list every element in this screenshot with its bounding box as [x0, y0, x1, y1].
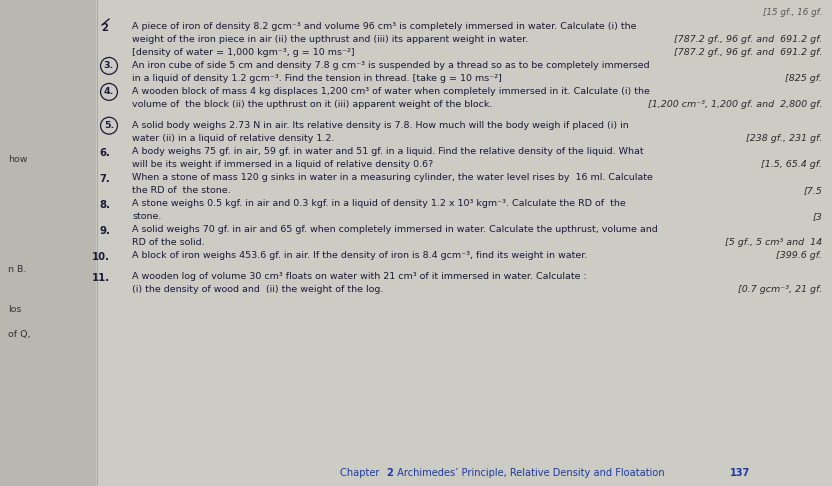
Text: los: los: [8, 305, 22, 314]
Text: [1.5, 65.4 gf.: [1.5, 65.4 gf.: [761, 160, 822, 169]
Text: Archimedes’ Principle, Relative Density and Floatation: Archimedes’ Principle, Relative Density …: [394, 468, 668, 478]
Text: [787.2 gf., 96 gf. and  691.2 gf.: [787.2 gf., 96 gf. and 691.2 gf.: [674, 35, 822, 44]
Text: A block of iron weighs 453.6 gf. in air. If the density of iron is 8.4 gcm⁻³, fi: A block of iron weighs 453.6 gf. in air.…: [132, 251, 587, 260]
Text: Chapter: Chapter: [340, 468, 383, 478]
Text: [5 gf., 5 cm³ and  14: [5 gf., 5 cm³ and 14: [725, 238, 822, 247]
Text: [3: [3: [812, 212, 822, 221]
Text: will be its weight if immersed in a liquid of relative density 0.6?: will be its weight if immersed in a liqu…: [132, 160, 433, 169]
Text: An iron cube of side 5 cm and density 7.8 g cm⁻³ is suspended by a thread so as : An iron cube of side 5 cm and density 7.…: [132, 61, 650, 70]
Text: A piece of iron of density 8.2 gcm⁻³ and volume 96 cm³ is completely immersed in: A piece of iron of density 8.2 gcm⁻³ and…: [132, 22, 636, 31]
Text: 11.: 11.: [92, 273, 110, 282]
Text: weight of the iron piece in air (ii) the upthrust and (iii) its apparent weight : weight of the iron piece in air (ii) the…: [132, 35, 528, 44]
Text: A body weighs 75 gf. in air, 59 gf. in water and 51 gf. in a liquid. Find the re: A body weighs 75 gf. in air, 59 gf. in w…: [132, 147, 644, 156]
Text: in a liquid of density 1.2 gcm⁻³. Find the tension in thread. [take g = 10 ms⁻²]: in a liquid of density 1.2 gcm⁻³. Find t…: [132, 74, 502, 83]
Text: [399.6 gf.: [399.6 gf.: [776, 251, 822, 260]
Text: n B.: n B.: [8, 265, 27, 274]
Text: 2: 2: [101, 23, 108, 33]
Text: stone.: stone.: [132, 212, 161, 221]
Text: 10.: 10.: [92, 252, 110, 262]
Text: [787.2 gf., 96 gf. and  691.2 gf.: [787.2 gf., 96 gf. and 691.2 gf.: [674, 48, 822, 57]
Text: water (ii) in a liquid of relative density 1.2.: water (ii) in a liquid of relative densi…: [132, 134, 334, 143]
Text: 4.: 4.: [104, 87, 114, 96]
Text: [7.5: [7.5: [803, 186, 822, 195]
Text: [density of water = 1,000 kgm⁻³, g = 10 ms⁻²]: [density of water = 1,000 kgm⁻³, g = 10 …: [132, 48, 354, 57]
Text: A stone weighs 0.5 kgf. in air and 0.3 kgf. in a liquid of density 1.2 x 10³ kgm: A stone weighs 0.5 kgf. in air and 0.3 k…: [132, 199, 626, 208]
Bar: [0, 0, 95, 486]
Text: the RD of  the stone.: the RD of the stone.: [132, 186, 230, 195]
Text: 2: 2: [386, 468, 393, 478]
Text: RD of the solid.: RD of the solid.: [132, 238, 205, 247]
Text: A solid body weighs 2.73 N in air. Its relative density is 7.8. How much will th: A solid body weighs 2.73 N in air. Its r…: [132, 121, 629, 130]
Text: [238 gf., 231 gf.: [238 gf., 231 gf.: [745, 134, 822, 143]
Text: 5.: 5.: [104, 121, 114, 130]
Text: [1,200 cm⁻³, 1,200 gf. and  2,800 gf.: [1,200 cm⁻³, 1,200 gf. and 2,800 gf.: [647, 100, 822, 109]
Text: A wooden block of mass 4 kg displaces 1,200 cm³ of water when completely immerse: A wooden block of mass 4 kg displaces 1,…: [132, 87, 650, 96]
Text: [15 gf., 16 gf.: [15 gf., 16 gf.: [763, 8, 822, 17]
Text: A solid weighs 70 gf. in air and 65 gf. when completely immersed in water. Calcu: A solid weighs 70 gf. in air and 65 gf. …: [132, 225, 658, 234]
Text: 3.: 3.: [104, 61, 114, 70]
Text: When a stone of mass 120 g sinks in water in a measuring cylinder, the water lev: When a stone of mass 120 g sinks in wate…: [132, 173, 653, 182]
Text: 9.: 9.: [99, 226, 110, 236]
Text: how: how: [8, 155, 27, 164]
Text: [825 gf.: [825 gf.: [785, 74, 822, 83]
Text: 8.: 8.: [99, 200, 110, 210]
Text: A wooden log of volume 30 cm³ floats on water with 21 cm³ of it immersed in wate: A wooden log of volume 30 cm³ floats on …: [132, 272, 587, 280]
Text: [0.7 gcm⁻³, 21 gf.: [0.7 gcm⁻³, 21 gf.: [738, 285, 822, 294]
Text: (i) the density of wood and  (ii) the weight of the log.: (i) the density of wood and (ii) the wei…: [132, 285, 384, 294]
Text: volume of  the block (ii) the upthrust on it (iii) apparent weight of the block.: volume of the block (ii) the upthrust on…: [132, 100, 493, 109]
Text: 7.: 7.: [99, 174, 110, 184]
Text: 6.: 6.: [99, 148, 110, 158]
Text: of Q,: of Q,: [8, 330, 31, 339]
Text: 137: 137: [730, 468, 750, 478]
